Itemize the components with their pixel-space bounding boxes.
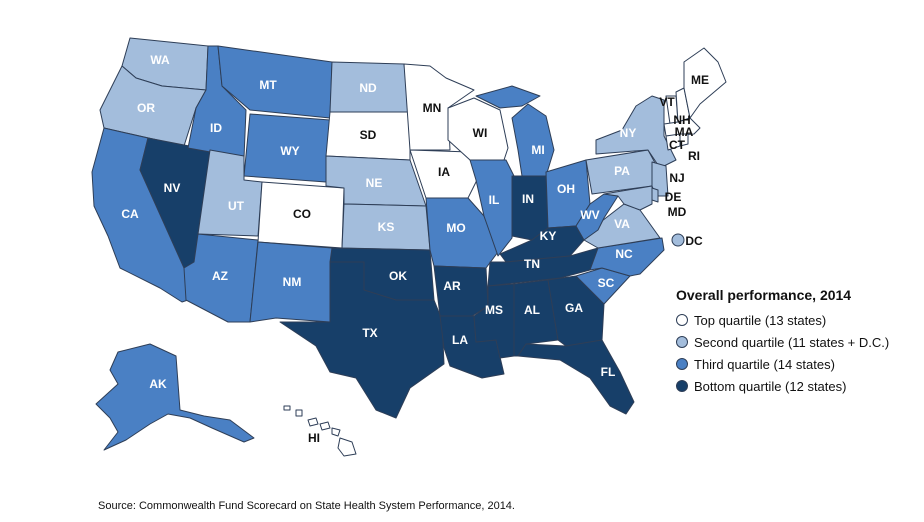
label-ND: ND — [359, 81, 377, 95]
state-MD[interactable] — [603, 185, 653, 211]
label-NY: NY — [620, 126, 637, 140]
state-HI[interactable] — [283, 405, 357, 457]
label-WV: WV — [580, 208, 599, 222]
label-MD: MD — [668, 205, 687, 219]
label-AR: AR — [443, 279, 461, 293]
label-KY: KY — [540, 229, 557, 243]
label-VA: VA — [614, 217, 630, 231]
legend-item-third-quartile: Third quartile (14 states) — [676, 353, 889, 375]
label-ID: ID — [210, 121, 222, 135]
label-NE: NE — [366, 176, 383, 190]
legend-swatch — [676, 358, 688, 370]
label-MA: MA — [675, 125, 694, 139]
state-RI[interactable] — [679, 133, 689, 147]
label-UT: UT — [228, 199, 245, 213]
label-AL: AL — [524, 303, 540, 317]
label-AK: AK — [149, 377, 167, 391]
label-CA: CA — [121, 207, 139, 221]
label-OR: OR — [137, 101, 155, 115]
label-NC: NC — [615, 247, 633, 261]
label-FL: FL — [601, 365, 616, 379]
label-OK: OK — [389, 269, 407, 283]
label-RI: RI — [688, 149, 700, 163]
label-VT: VT — [659, 95, 675, 109]
label-DC: DC — [685, 234, 703, 248]
source-note: Source: Commonwealth Fund Scorecard on S… — [98, 500, 515, 512]
label-IA: IA — [438, 165, 450, 179]
label-MT: MT — [259, 78, 277, 92]
state-NJ[interactable] — [651, 161, 669, 197]
legend-title: Overall performance, 2014 — [676, 287, 852, 303]
legend-swatch — [676, 314, 688, 326]
label-WI: WI — [473, 126, 488, 140]
state-MI[interactable] — [475, 85, 555, 177]
legend-label: Top quartile (13 states) — [694, 312, 827, 328]
legend-swatch — [676, 336, 688, 348]
label-LA: LA — [452, 333, 468, 347]
label-PA: PA — [614, 164, 630, 178]
label-NM: NM — [283, 275, 302, 289]
state-DC[interactable] — [671, 233, 685, 247]
state-MO[interactable] — [425, 197, 499, 269]
legend-label: Bottom quartile (12 states) — [694, 378, 847, 394]
legend-item-bottom-quartile: Bottom quartile (12 states) — [676, 375, 889, 397]
label-MS: MS — [485, 303, 503, 317]
label-NH: NH — [673, 113, 690, 127]
label-ME: ME — [691, 73, 709, 87]
label-HI: HI — [308, 431, 320, 445]
label-SD: SD — [360, 128, 377, 142]
label-AZ: AZ — [212, 269, 228, 283]
state-IA[interactable] — [409, 149, 479, 199]
label-IL: IL — [489, 193, 500, 207]
state-TX[interactable] — [279, 261, 445, 419]
label-MN: MN — [423, 101, 442, 115]
label-KS: KS — [378, 220, 395, 234]
label-IN: IN — [522, 192, 534, 206]
label-DE: DE — [665, 190, 682, 204]
state-MT[interactable] — [217, 45, 333, 119]
label-SC: SC — [598, 276, 615, 290]
state-AK[interactable] — [95, 343, 255, 451]
label-WA: WA — [150, 53, 170, 67]
state-WI[interactable] — [447, 97, 509, 161]
legend-label: Second quartile (11 states + D.C.) — [694, 334, 890, 350]
legend-item-top-quartile: Top quartile (13 states) — [676, 309, 889, 331]
state-FL[interactable] — [517, 339, 635, 415]
label-GA: GA — [565, 301, 583, 315]
label-CT: CT — [669, 138, 686, 152]
label-NJ: NJ — [669, 171, 684, 185]
label-CO: CO — [293, 207, 311, 221]
label-TX: TX — [362, 326, 377, 340]
state-ME[interactable] — [683, 47, 727, 119]
label-MO: MO — [446, 221, 465, 235]
state-NM[interactable] — [249, 241, 333, 323]
state-AR[interactable] — [433, 265, 489, 317]
legend-swatch — [676, 380, 688, 392]
legend-label: Third quartile (14 states) — [694, 356, 835, 372]
label-NV: NV — [164, 181, 181, 195]
label-OH: OH — [557, 182, 575, 196]
state-NY[interactable] — [595, 95, 677, 169]
label-MI: MI — [531, 143, 544, 157]
label-WY: WY — [280, 144, 299, 158]
state-IL[interactable] — [469, 159, 515, 257]
state-WV[interactable] — [575, 193, 619, 241]
label-TN: TN — [524, 257, 540, 271]
legend: Overall performance, 2014 Top quartile (… — [676, 287, 889, 397]
state-DE[interactable] — [651, 187, 659, 203]
legend-item-second-quartile: Second quartile (11 states + D.C.) — [676, 331, 889, 353]
